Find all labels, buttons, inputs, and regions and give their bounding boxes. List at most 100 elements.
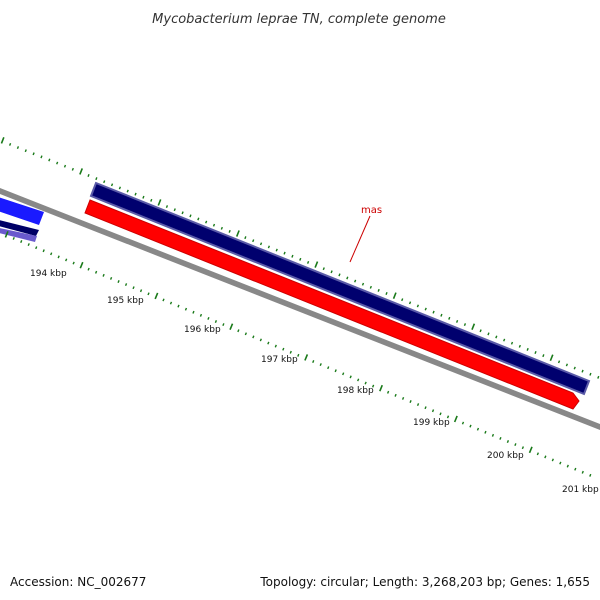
minor-tick (312, 360, 315, 363)
left-blue-feature[interactable] (0, 196, 44, 225)
scale-label: 195 kbp (107, 296, 144, 306)
minor-tick (338, 273, 341, 277)
minor-tick (299, 257, 302, 261)
minor-tick (197, 217, 200, 221)
minor-tick (369, 285, 372, 289)
minor-tick (581, 369, 584, 373)
minor-tick (439, 412, 442, 416)
genome-title: Mycobacterium leprae TN, complete genome (152, 12, 446, 27)
minor-tick (342, 372, 345, 376)
minor-tick (283, 251, 286, 255)
scale-label: 197 kbp (261, 355, 298, 365)
minor-tick (267, 245, 271, 249)
minor-tick (20, 240, 23, 243)
minor-tick (327, 366, 330, 370)
minor-tick (385, 292, 388, 295)
minor-tick (565, 363, 569, 367)
scale-label: 200 kbp (487, 451, 524, 461)
forward-strand-feature[interactable] (89, 181, 591, 396)
mas-gene-label[interactable]: mas (361, 205, 382, 216)
minor-tick (386, 390, 390, 394)
minor-tick (581, 470, 584, 474)
minor-tick (566, 464, 569, 468)
minor-tick (42, 249, 45, 253)
minor-tick (177, 304, 180, 308)
minor-tick (495, 335, 498, 339)
minor-tick (267, 341, 270, 345)
minor-tick (102, 273, 105, 277)
major-tick (157, 199, 162, 206)
minor-tick (169, 301, 173, 305)
minor-tick (132, 286, 135, 290)
minor-tick (371, 384, 375, 388)
minor-tick (165, 205, 169, 209)
minor-tick (207, 316, 210, 320)
major-tick (0, 137, 5, 144)
major-tick (314, 261, 319, 268)
minor-tick (237, 329, 240, 333)
minor-tick (514, 443, 517, 447)
minor-tick (416, 304, 420, 308)
scale-label: 199 kbp (413, 418, 450, 428)
mas-gene-feature[interactable] (84, 199, 580, 410)
minor-tick (244, 236, 247, 240)
minor-tick (181, 211, 184, 215)
genome-summary-text: Topology: circular; Length: 3,268,203 bp… (259, 575, 590, 589)
mas-label-leader (349, 215, 371, 263)
minor-tick (346, 276, 349, 280)
minor-tick (27, 243, 30, 247)
scale-label: 198 kbp (337, 386, 374, 396)
minor-tick (150, 198, 153, 202)
minor-tick (40, 155, 43, 159)
scale-labels: 194 kbp 195 kbp 196 kbp 197 kbp 198 kbp … (30, 269, 599, 495)
minor-tick (57, 255, 60, 259)
minor-tick (134, 192, 137, 196)
scale-label: 201 kbp (562, 485, 599, 495)
minor-tick (559, 461, 562, 465)
minor-tick (491, 433, 495, 437)
minor-tick (431, 409, 435, 413)
minor-tick (110, 183, 114, 187)
minor-tick (212, 223, 216, 227)
minor-tick (63, 164, 67, 168)
left-lavender-feature[interactable] (0, 227, 37, 242)
minor-tick (597, 375, 600, 379)
minor-tick (252, 239, 255, 243)
major-tick (528, 446, 533, 454)
scale-label: 196 kbp (184, 325, 221, 335)
minor-tick (409, 400, 412, 403)
minor-tick (244, 332, 247, 336)
accession-text: Accession: NC_002677 (10, 575, 146, 589)
minor-tick (440, 313, 443, 317)
minor-tick (16, 146, 20, 150)
major-tick (549, 354, 554, 362)
minor-tick (510, 341, 514, 345)
minor-tick (448, 316, 451, 320)
minor-tick (289, 350, 292, 354)
minor-tick (275, 248, 278, 252)
major-tick (229, 323, 234, 330)
minor-tick (139, 289, 143, 293)
minor-tick (408, 301, 412, 305)
minor-tick (349, 375, 352, 379)
minor-tick (469, 424, 472, 428)
minor-tick (377, 288, 380, 292)
minor-tick (364, 381, 367, 385)
minor-tick (95, 177, 98, 181)
minor-tick (573, 366, 576, 370)
minor-tick (476, 427, 480, 431)
minor-tick (24, 149, 27, 153)
left-navy-feature[interactable] (0, 219, 39, 236)
minor-tick (306, 260, 310, 264)
minor-tick (518, 344, 521, 348)
minor-tick (534, 351, 537, 354)
minor-tick (542, 354, 545, 358)
minor-tick (214, 320, 218, 323)
major-tick (79, 261, 84, 269)
minor-tick (361, 282, 365, 286)
major-tick (453, 415, 458, 423)
minor-tick (173, 208, 176, 212)
minor-tick (354, 279, 357, 283)
minor-tick (319, 363, 322, 367)
